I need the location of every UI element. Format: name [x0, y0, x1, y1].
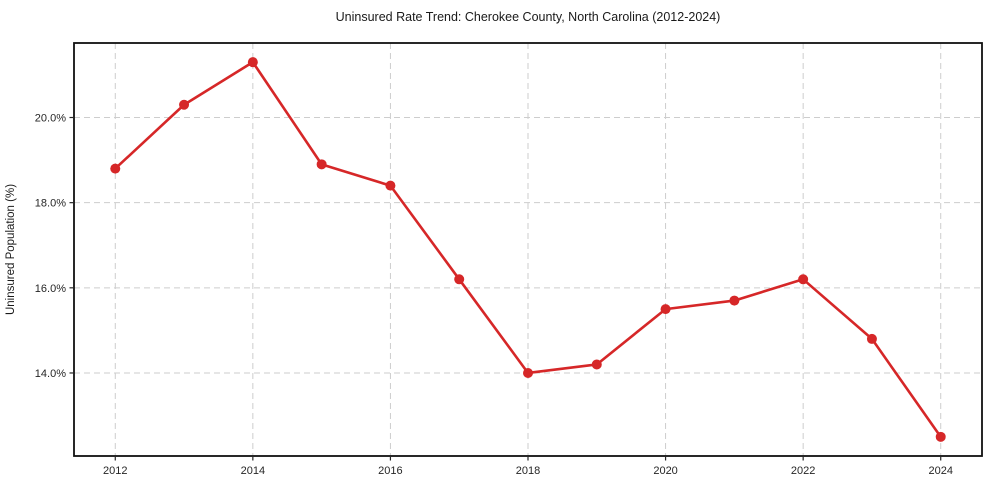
data-point [385, 180, 396, 191]
x-tick-label: 2020 [653, 465, 677, 477]
y-tick-label: 16.0% [35, 283, 66, 295]
axis-ticks [69, 116, 942, 461]
data-point [316, 159, 327, 170]
data-point [798, 274, 809, 285]
data-point [591, 359, 602, 370]
chart-title: Uninsured Rate Trend: Cherokee County, N… [336, 10, 721, 24]
x-tick-label: 2014 [241, 465, 265, 477]
data-series [110, 57, 946, 442]
y-tick-label: 20.0% [35, 113, 66, 125]
data-point [179, 99, 190, 110]
data-point [660, 304, 671, 315]
x-tick-label: 2022 [791, 465, 815, 477]
data-point [454, 274, 465, 285]
y-tick-label: 14.0% [35, 368, 66, 380]
data-point [110, 163, 121, 174]
x-tick-label: 2016 [378, 465, 402, 477]
axis-tick-labels: 2012 2014 2016 2018 2020 2022 2024 14.0% 16.0% 18… [35, 113, 953, 477]
data-point [247, 57, 258, 68]
x-tick-label: 2018 [516, 465, 540, 477]
data-point [935, 431, 946, 442]
y-axis-label: Uninsured Population (%) [5, 184, 17, 315]
data-point [729, 295, 740, 306]
gridlines [74, 43, 982, 456]
y-tick-label: 18.0% [35, 198, 66, 210]
data-point [866, 333, 877, 344]
data-point [523, 367, 533, 378]
x-tick-label: 2012 [103, 465, 127, 477]
x-tick-label: 2024 [928, 465, 952, 477]
